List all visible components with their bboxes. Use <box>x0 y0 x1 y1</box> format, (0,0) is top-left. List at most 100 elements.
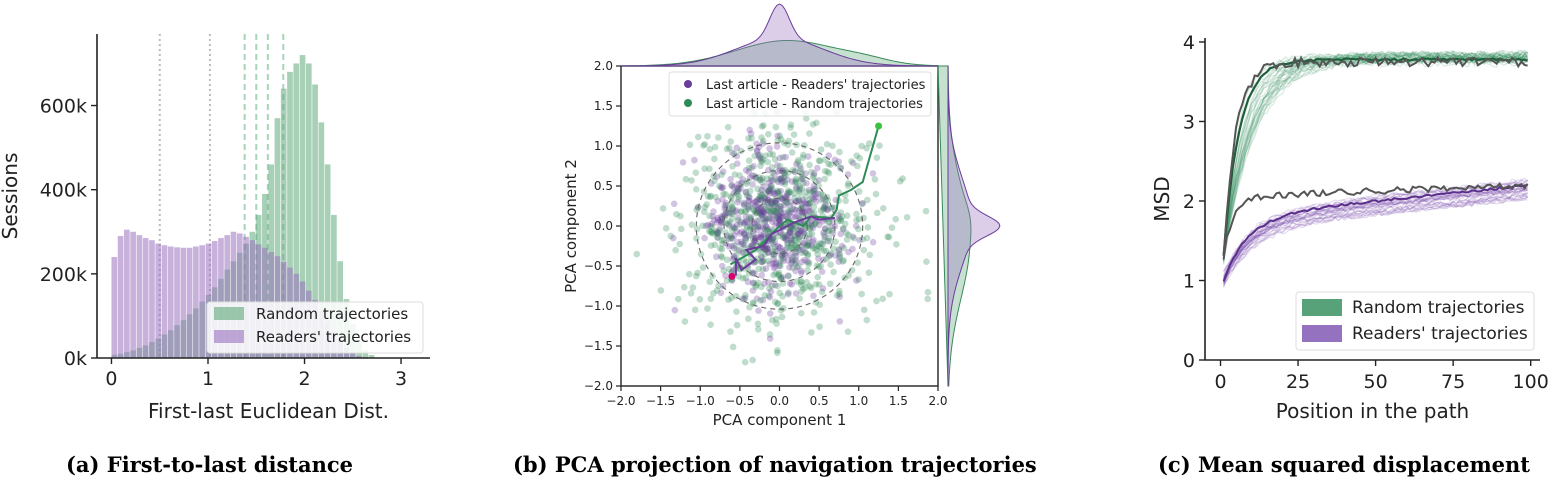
y-tick-label: −0.5 <box>584 259 613 273</box>
readers-histogram-bar <box>199 245 205 358</box>
readers-point <box>795 230 802 238</box>
random-point <box>720 190 727 198</box>
readers-point <box>766 145 773 152</box>
readers-point <box>725 220 732 228</box>
readers-point <box>779 274 787 281</box>
readers-point <box>771 202 778 210</box>
random-point <box>776 289 783 297</box>
random-point <box>848 266 856 274</box>
readers-point <box>754 226 761 233</box>
random-point <box>825 234 833 242</box>
random-point <box>785 189 793 197</box>
readers-point <box>718 215 726 223</box>
random-point <box>759 265 767 273</box>
random-point <box>923 258 930 266</box>
readers-point <box>753 217 761 225</box>
readers-histogram-bar <box>255 244 262 358</box>
readers-histogram-bar <box>142 238 149 358</box>
readers-point <box>778 179 785 186</box>
x-tick-label: −1.0 <box>686 394 715 408</box>
random-point <box>856 154 864 162</box>
readers-point <box>829 229 837 237</box>
readers-point <box>784 239 791 247</box>
random-point <box>715 134 722 141</box>
readers-point <box>764 195 771 203</box>
random-point <box>815 240 823 247</box>
random-point <box>798 170 806 178</box>
random-point <box>791 194 798 202</box>
random-ensemble-line <box>1223 59 1528 259</box>
readers-point <box>778 209 785 217</box>
readers-point <box>754 223 762 231</box>
caption-c: (c) Mean squared displacement <box>1158 452 1531 477</box>
random-point <box>735 196 742 203</box>
readers-point <box>719 282 727 290</box>
random-point <box>796 295 803 302</box>
random-point <box>765 208 773 216</box>
random-point <box>731 171 739 178</box>
readers-ensemble-line <box>1223 192 1529 280</box>
readers-point <box>738 240 745 248</box>
random-ensemble-line <box>1223 53 1528 260</box>
random-point <box>812 280 820 288</box>
random-point <box>722 209 730 217</box>
random-point <box>812 220 819 228</box>
random-point <box>673 210 680 218</box>
panel-c-msd-lines: 0 25 50 75 100 0 1 2 3 4 Position in the path MSD Ra… <box>1150 32 1549 423</box>
readers-point <box>765 188 772 195</box>
readers-point <box>792 206 799 214</box>
readers-point <box>742 213 750 221</box>
readers-point <box>838 242 846 250</box>
random-point <box>791 178 799 186</box>
x-tick-label: −0.5 <box>725 394 754 408</box>
random-point <box>682 175 690 183</box>
random-point <box>795 234 803 241</box>
readers-point <box>787 208 794 216</box>
random-point <box>692 272 700 280</box>
random-point <box>778 194 785 202</box>
random-point <box>850 234 858 242</box>
random-point <box>765 257 772 265</box>
readers-point <box>769 199 776 206</box>
y-tick-label: 1.0 <box>594 139 613 153</box>
readers-point <box>801 256 808 264</box>
readers-point <box>782 233 789 240</box>
random-point <box>736 172 743 179</box>
readers-point <box>738 249 746 256</box>
random-point <box>768 238 776 245</box>
random-point <box>727 138 735 145</box>
random-point <box>725 296 732 303</box>
random-point <box>793 244 800 252</box>
readers-point <box>766 190 774 197</box>
y-tick-label: 0.5 <box>594 179 613 193</box>
random-point <box>734 216 742 224</box>
readers-point <box>734 198 741 206</box>
random-point <box>842 197 849 205</box>
readers-point <box>756 211 764 218</box>
random-point <box>814 273 822 281</box>
y-tick-label: 0 <box>1183 350 1195 372</box>
readers-point <box>708 180 715 187</box>
readers-ensemble-line <box>1223 192 1528 284</box>
random-histogram-bar <box>368 355 375 358</box>
y-tick-label: 2.0 <box>594 59 613 73</box>
random-point <box>793 239 801 246</box>
random-point <box>711 155 718 163</box>
random-point <box>743 180 750 187</box>
random-point <box>765 207 772 214</box>
readers-point <box>757 234 765 242</box>
readers-point <box>761 280 768 287</box>
random-point <box>725 144 733 152</box>
random-point <box>794 159 802 166</box>
random-point <box>843 236 851 243</box>
readers-point <box>757 209 765 217</box>
readers-point <box>792 267 799 275</box>
random-point <box>756 174 763 181</box>
random-point <box>728 226 736 233</box>
readers-point <box>762 223 770 231</box>
readers-point <box>787 234 795 242</box>
random-point <box>858 142 865 150</box>
dashed-range-circle <box>695 142 864 310</box>
random-point <box>754 185 761 193</box>
x-axis-label: First-last Euclidean Dist. <box>148 399 389 423</box>
